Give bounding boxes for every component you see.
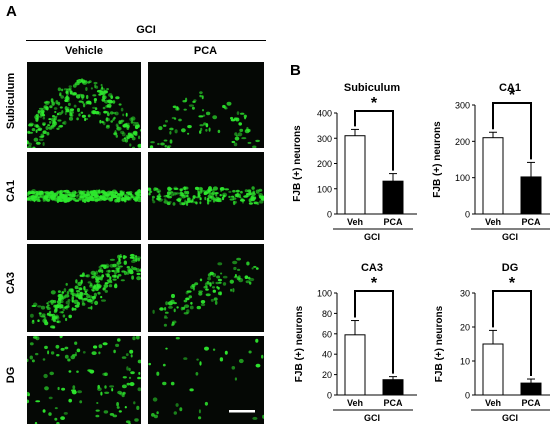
y-tick-label: 20 [460,323,470,333]
micrograph-subiculum-pca [148,62,264,148]
chart-title: DG [502,262,519,274]
y-tick-label: 0 [327,210,332,220]
y-tick-label: 80 [322,309,332,319]
micrograph-dg-pca [148,336,264,424]
y-tick-label: 400 [317,109,332,119]
y-tick-label: 40 [322,350,332,360]
y-tick-label: 300 [317,134,332,144]
y-tick-label: 20 [322,370,332,380]
significance-bracket [492,102,532,160]
bar-pca [382,180,404,215]
micrograph-subiculum-vehicle [27,62,141,148]
y-axis-label: FJB (+) neurons [292,125,303,202]
micrograph-ca3-vehicle [27,244,141,332]
significance-star: * [509,87,516,104]
bar-veh [482,343,504,396]
y-tick-label: 100 [317,184,332,194]
panel-a-letter: A [6,3,17,20]
x-tick-label: PCA [383,217,403,227]
micrograph-dg-vehicle [27,336,141,424]
x-tick-label: Veh [347,398,363,408]
y-tick-label: 0 [327,391,332,401]
bar-veh [344,334,366,396]
x-tick-label: PCA [521,398,541,408]
bar-veh [482,137,504,215]
chart-title: Subiculum [344,82,400,94]
y-tick-label: 100 [317,289,332,299]
significance-star: * [509,275,516,292]
y-tick-label: 0 [465,391,470,401]
group-label: GCI [364,413,380,423]
x-tick-label: Veh [485,398,501,408]
x-tick-label: Veh [485,217,501,227]
significance-star: * [371,275,378,292]
significance-bracket [492,290,532,377]
bar-pca [382,379,404,396]
y-axis-label: FJB (+) neurons [294,305,305,382]
col-label-vehicle: Vehicle [65,45,103,57]
bar-pca [520,176,542,215]
panel-b-letter: B [290,62,301,79]
bar-veh [344,135,366,215]
panel-a-group-line [26,40,266,41]
y-tick-label: 10 [460,357,470,367]
micrograph-ca1-pca [148,152,264,240]
y-tick-label: 300 [455,101,470,111]
col-label-pca: PCA [193,45,218,57]
y-axis-label: FJB (+) neurons [434,305,445,382]
x-tick-label: Veh [347,217,363,227]
group-label: GCI [364,232,380,242]
y-tick-label: 200 [317,159,332,169]
scale-bar [229,410,255,413]
y-tick-label: 200 [455,137,470,147]
y-tick-label: 30 [460,289,470,299]
y-tick-label: 60 [322,329,332,339]
chart-title: CA3 [361,262,383,274]
group-label: GCI [502,232,518,242]
significance-bracket [354,110,394,171]
y-axis-label: FJB (+) neurons [432,121,443,198]
x-tick-label: PCA [521,217,541,227]
y-tick-label: 0 [465,210,470,220]
x-tick-label: PCA [383,398,403,408]
y-tick-label: 100 [455,173,470,183]
group-label: GCI [502,413,518,423]
panel-a-group-label: GCI [136,24,156,36]
significance-star: * [371,95,378,112]
significance-bracket [354,290,394,374]
bar-pca [520,382,542,396]
micrograph-ca3-pca [148,244,264,332]
micrograph-ca1-vehicle [27,152,141,240]
chart-title: CA1 [499,82,521,94]
